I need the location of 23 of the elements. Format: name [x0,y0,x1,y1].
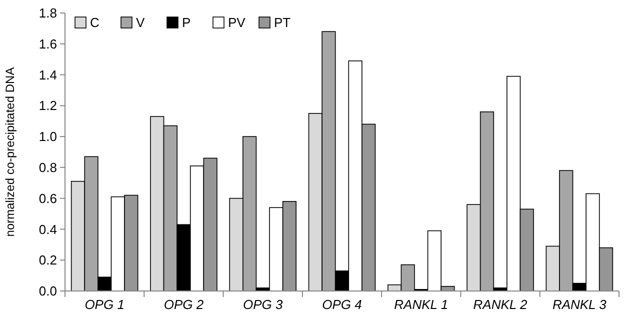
legend-label: PV [228,15,246,30]
legend-label: PT [274,15,291,30]
x-tick-label: RANKL 2 [473,297,528,312]
y-tick-label: 0.2 [38,252,57,268]
y-tick-label: 0.0 [38,284,57,299]
x-tick-label: OPG 2 [164,297,204,312]
y-axis-title: normalized co-precipitated DNA [3,67,17,237]
y-tick-label: 1.0 [38,129,57,144]
x-tick-label: RANKL 1 [394,297,448,312]
x-tick-label: OPG 3 [242,297,284,312]
legend-label: P [182,15,191,30]
x-tick-label: RANKL 3 [552,297,608,312]
x-tick-label: OPG 1 [84,297,124,312]
y-tick-label: 1.8 [38,6,57,21]
x-tick-label: OPG 4 [322,297,362,312]
y-tick-label: 0.6 [38,190,57,206]
y-tick-label: 0.4 [38,222,57,237]
y-tick-label: 1.2 [38,98,57,114]
y-tick-label: 1.4 [38,67,57,82]
legend-label: V [136,15,145,30]
y-tick-label: 1.6 [38,36,57,52]
legend-label: C [90,15,100,30]
y-tick-label: 0.8 [38,160,57,175]
